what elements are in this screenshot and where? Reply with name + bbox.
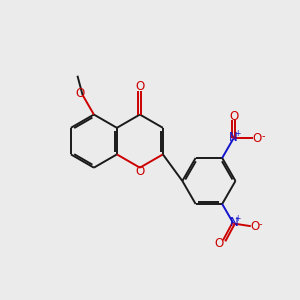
Text: O: O — [75, 87, 84, 100]
Text: -: - — [261, 131, 265, 141]
Text: O: O — [250, 220, 259, 233]
Text: O: O — [214, 237, 224, 250]
Text: O: O — [253, 132, 262, 145]
Text: N: N — [229, 130, 238, 143]
Text: -: - — [259, 219, 262, 229]
Text: O: O — [136, 80, 145, 93]
Text: O: O — [229, 110, 238, 123]
Text: N: N — [230, 216, 238, 229]
Text: +: + — [235, 129, 241, 138]
Text: +: + — [235, 214, 241, 223]
Text: O: O — [135, 165, 145, 178]
